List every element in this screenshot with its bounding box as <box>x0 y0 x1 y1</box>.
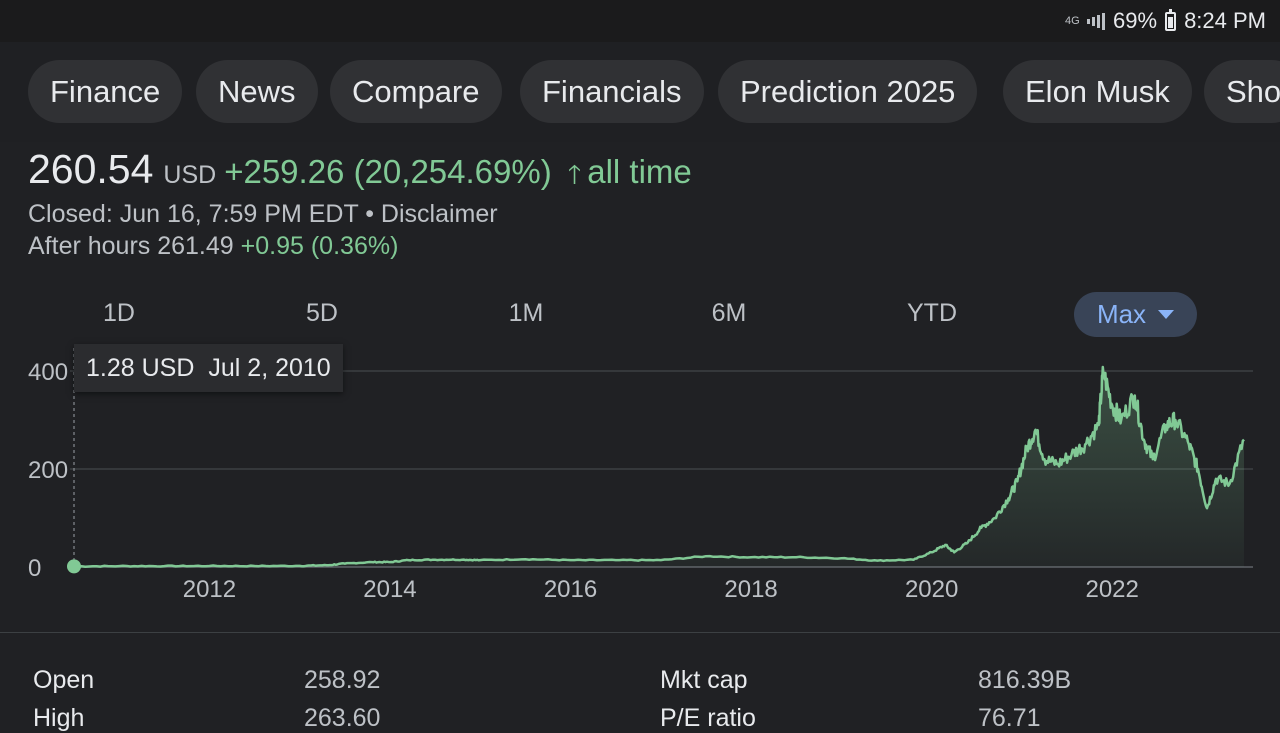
price-area-fill <box>74 367 1244 567</box>
range-max-dropdown[interactable]: Max <box>1074 292 1197 337</box>
network-icon: 4G <box>1065 15 1080 27</box>
x-tick-label: 2020 <box>905 576 958 603</box>
status-bar: 4G 69% 8:24 PM <box>0 0 1280 42</box>
range-5d[interactable]: 5D <box>306 298 338 327</box>
range-1m[interactable]: 1M <box>508 298 544 327</box>
y-tick-label: 200 <box>28 457 68 484</box>
tooltip-date: Jul 2, 2010 <box>208 353 331 382</box>
section-divider <box>0 632 1280 633</box>
caret-down-icon <box>1158 310 1175 319</box>
range-1d[interactable]: 1D <box>103 298 135 327</box>
after-hours-change: +0.95 (0.36%) <box>240 232 399 260</box>
quote-header: 260.54 USD +259.26 (20,254.69%) 🡑 all ti… <box>28 146 692 200</box>
x-tick-label: 2022 <box>1085 576 1138 603</box>
price-change: +259.26 (20,254.69%) <box>224 153 552 190</box>
clock: 8:24 PM <box>1184 8 1266 33</box>
stat-mktcap-value: 816.39B <box>978 666 1072 694</box>
battery-icon <box>1165 8 1177 31</box>
currency-label: USD <box>163 161 217 189</box>
chip-compare[interactable]: Compare <box>330 60 502 123</box>
chip-shop[interactable]: Sho <box>1204 60 1280 123</box>
after-hours-info: After hours 261.49 +0.95 (0.36%) <box>28 232 398 261</box>
range-ytd[interactable]: YTD <box>907 298 957 327</box>
x-tick-label: 2014 <box>363 576 416 603</box>
x-tick-label: 2018 <box>724 576 777 603</box>
stock-price: 260.54 <box>28 146 154 192</box>
price-line <box>74 365 1245 568</box>
stat-mktcap-label: Mkt cap <box>660 666 748 694</box>
chip-finance[interactable]: Finance <box>28 60 183 123</box>
crosshair-point <box>67 559 81 574</box>
chip-news[interactable]: News <box>196 60 318 123</box>
range-selector: 1D 5D 1M 6M YTD Max <box>0 290 1280 338</box>
stat-open-value: 258.92 <box>304 666 381 694</box>
network-type-label: 4G <box>1065 15 1080 27</box>
y-tick-label: 400 <box>28 359 68 386</box>
arrow-up-icon: 🡑 <box>567 159 582 189</box>
chip-elon-musk[interactable]: Elon Musk <box>1003 60 1192 123</box>
stat-open-label: Open <box>33 666 95 694</box>
stat-high-value: 263.60 <box>304 704 381 732</box>
stat-pe-label: P/E ratio <box>660 704 756 732</box>
signal-icon <box>1087 11 1106 31</box>
price-chart[interactable]: 400 200 0 2012 2014 2016 2018 2020 2022 <box>0 340 1280 610</box>
range-6m[interactable]: 6M <box>711 298 747 327</box>
battery-percent: 69% <box>1113 8 1158 33</box>
change-period: all time <box>587 153 692 190</box>
x-tick-label: 2012 <box>183 576 236 603</box>
tooltip-value: 1.28 USD <box>86 353 195 382</box>
y-tick-label: 0 <box>28 555 41 582</box>
filter-chips: Finance News Compare Financials Predicti… <box>0 42 1280 142</box>
closed-info: Closed: Jun 16, 7:59 PM EDT • Disclaimer <box>28 200 498 228</box>
chip-prediction-2025[interactable]: Prediction 2025 <box>718 60 978 123</box>
after-hours-price: After hours 261.49 <box>28 232 234 260</box>
chip-financials[interactable]: Financials <box>520 60 704 123</box>
stat-pe-value: 76.71 <box>978 704 1041 732</box>
chart-tooltip: 1.28 USD Jul 2, 2010 <box>74 344 343 392</box>
stat-high-label: High <box>33 704 85 732</box>
range-max-label: Max <box>1096 299 1147 329</box>
x-tick-label: 2016 <box>544 576 597 603</box>
